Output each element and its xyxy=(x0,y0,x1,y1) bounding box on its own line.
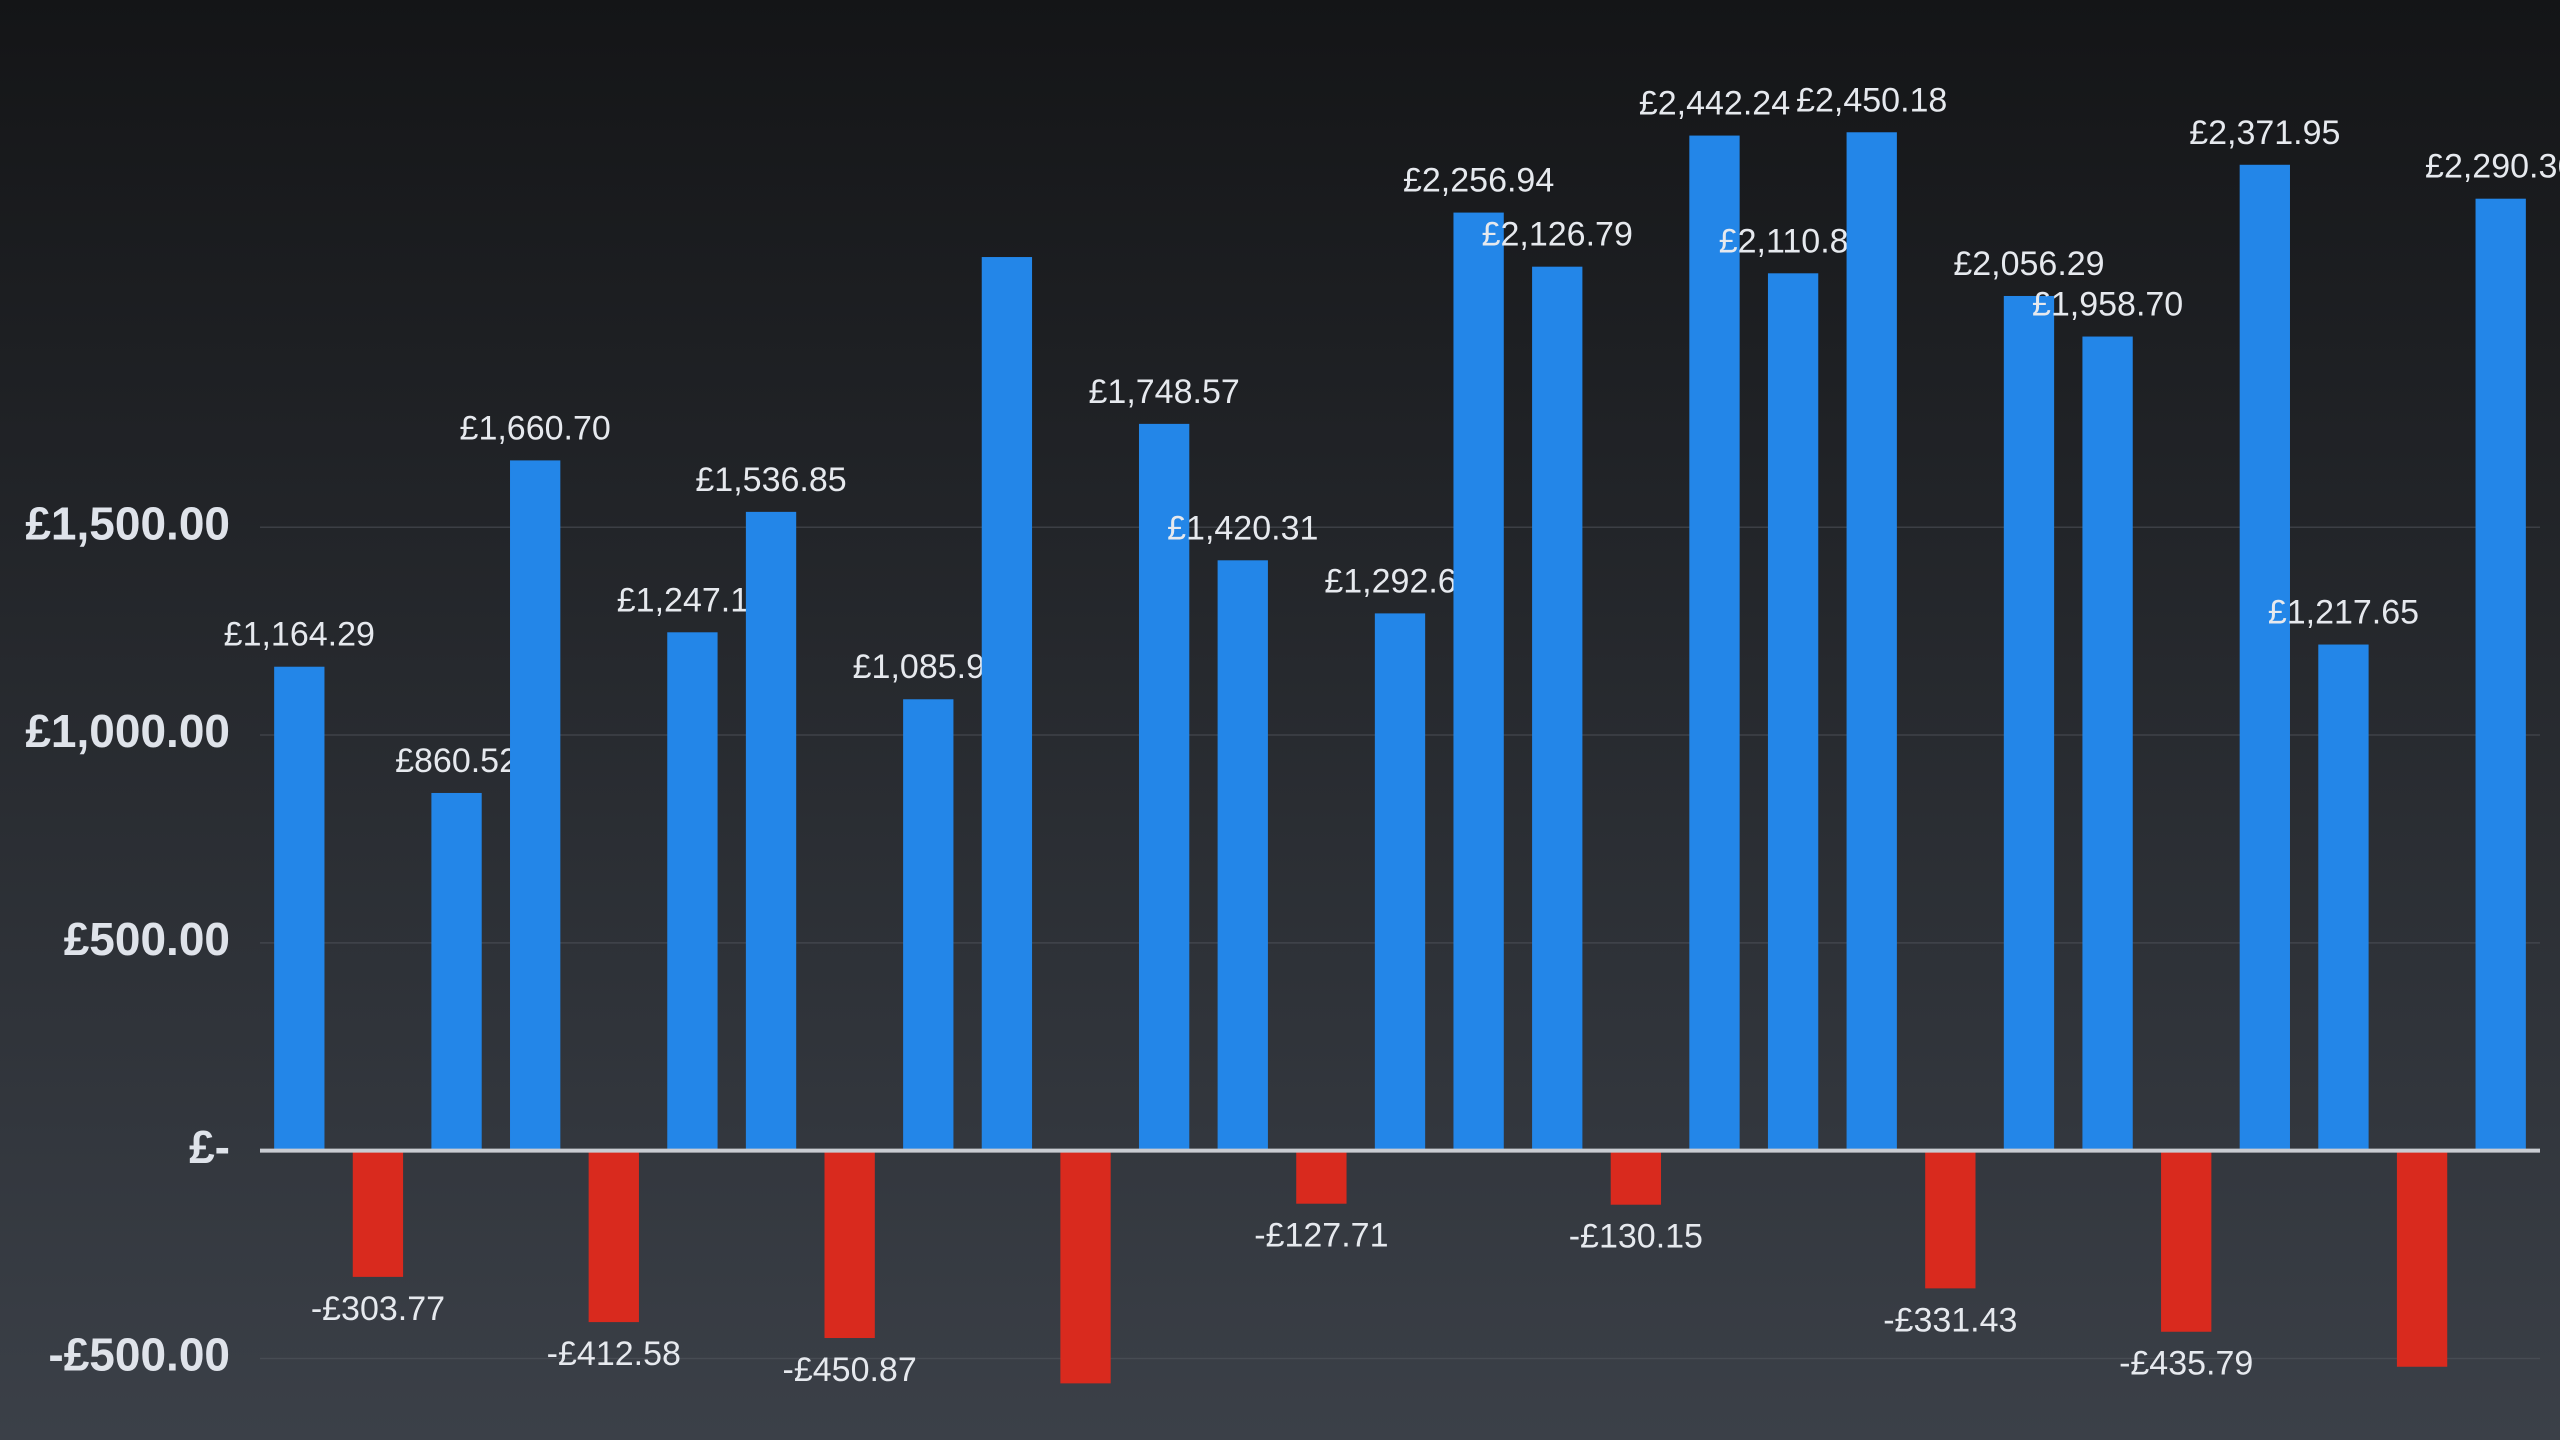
bar xyxy=(588,1150,639,1323)
data-label: £860.52 xyxy=(395,742,518,780)
y-tick-label: £500.00 xyxy=(64,913,230,965)
data-label: £2,290.36 xyxy=(2425,148,2560,186)
bar xyxy=(1532,266,1583,1151)
bar xyxy=(1767,273,1819,1151)
bar xyxy=(2082,336,2133,1151)
bar xyxy=(1925,1150,1976,1289)
bar xyxy=(274,666,325,1151)
bar xyxy=(1138,423,1190,1151)
bar xyxy=(1846,132,1897,1151)
bar xyxy=(667,632,718,1151)
bar xyxy=(2239,164,2290,1151)
data-label: -£412.58 xyxy=(547,1335,681,1373)
bar xyxy=(2396,1150,2448,1367)
data-label: £2,126.79 xyxy=(1482,216,1633,254)
y-tick-label: £- xyxy=(189,1121,230,1173)
data-label: £1,164.29 xyxy=(224,616,375,654)
data-label: £2,442.24 xyxy=(1639,85,1790,123)
data-label: -£450.87 xyxy=(783,1351,917,1389)
data-label: £2,371.95 xyxy=(2189,114,2340,152)
y-tick-label: £1,500.00 xyxy=(25,497,230,549)
data-label: -£303.77 xyxy=(311,1290,445,1328)
bar xyxy=(352,1150,404,1277)
bar xyxy=(1453,212,1504,1151)
bar xyxy=(2318,644,2369,1151)
bar xyxy=(1610,1150,1662,1205)
bar xyxy=(1689,135,1740,1151)
data-label: -£331.43 xyxy=(1883,1301,2017,1339)
bar xyxy=(745,511,797,1151)
bar xyxy=(510,460,561,1151)
data-label: £1,292.60 xyxy=(1324,562,1475,600)
data-label: £1,420.31 xyxy=(1167,509,1318,547)
data-label: £1,085.98 xyxy=(853,648,1004,686)
bar xyxy=(981,257,1033,1151)
data-label: £2,110.85 xyxy=(1719,222,1868,260)
y-tick-label: £1,000.00 xyxy=(25,705,230,757)
data-label: £2,256.94 xyxy=(1403,162,1554,200)
bar xyxy=(1374,613,1426,1151)
bar xyxy=(431,792,482,1151)
data-label: £1,660.70 xyxy=(460,409,611,447)
bar xyxy=(1060,1150,1111,1384)
data-label: £1,247.12 xyxy=(617,581,768,619)
bar xyxy=(2475,198,2526,1151)
data-label: -£130.15 xyxy=(1569,1218,1703,1256)
data-label: £1,748.57 xyxy=(1089,373,1240,411)
bar xyxy=(824,1150,875,1339)
data-label: -£435.79 xyxy=(2119,1345,2253,1383)
data-label: £1,217.65 xyxy=(2268,594,2419,632)
bar xyxy=(1217,560,1268,1151)
data-label: £2,450.18 xyxy=(1796,81,1947,119)
data-label: £1,958.70 xyxy=(2032,286,2183,324)
data-label: -£127.71 xyxy=(1254,1217,1388,1255)
data-label: £2,056.29 xyxy=(1953,245,2104,283)
data-label: £1,536.85 xyxy=(695,461,846,499)
bar xyxy=(903,699,954,1151)
y-tick-label: -£500.00 xyxy=(48,1329,230,1381)
bar xyxy=(2003,295,2055,1151)
bar xyxy=(2161,1150,2212,1332)
bar xyxy=(1296,1150,1347,1204)
